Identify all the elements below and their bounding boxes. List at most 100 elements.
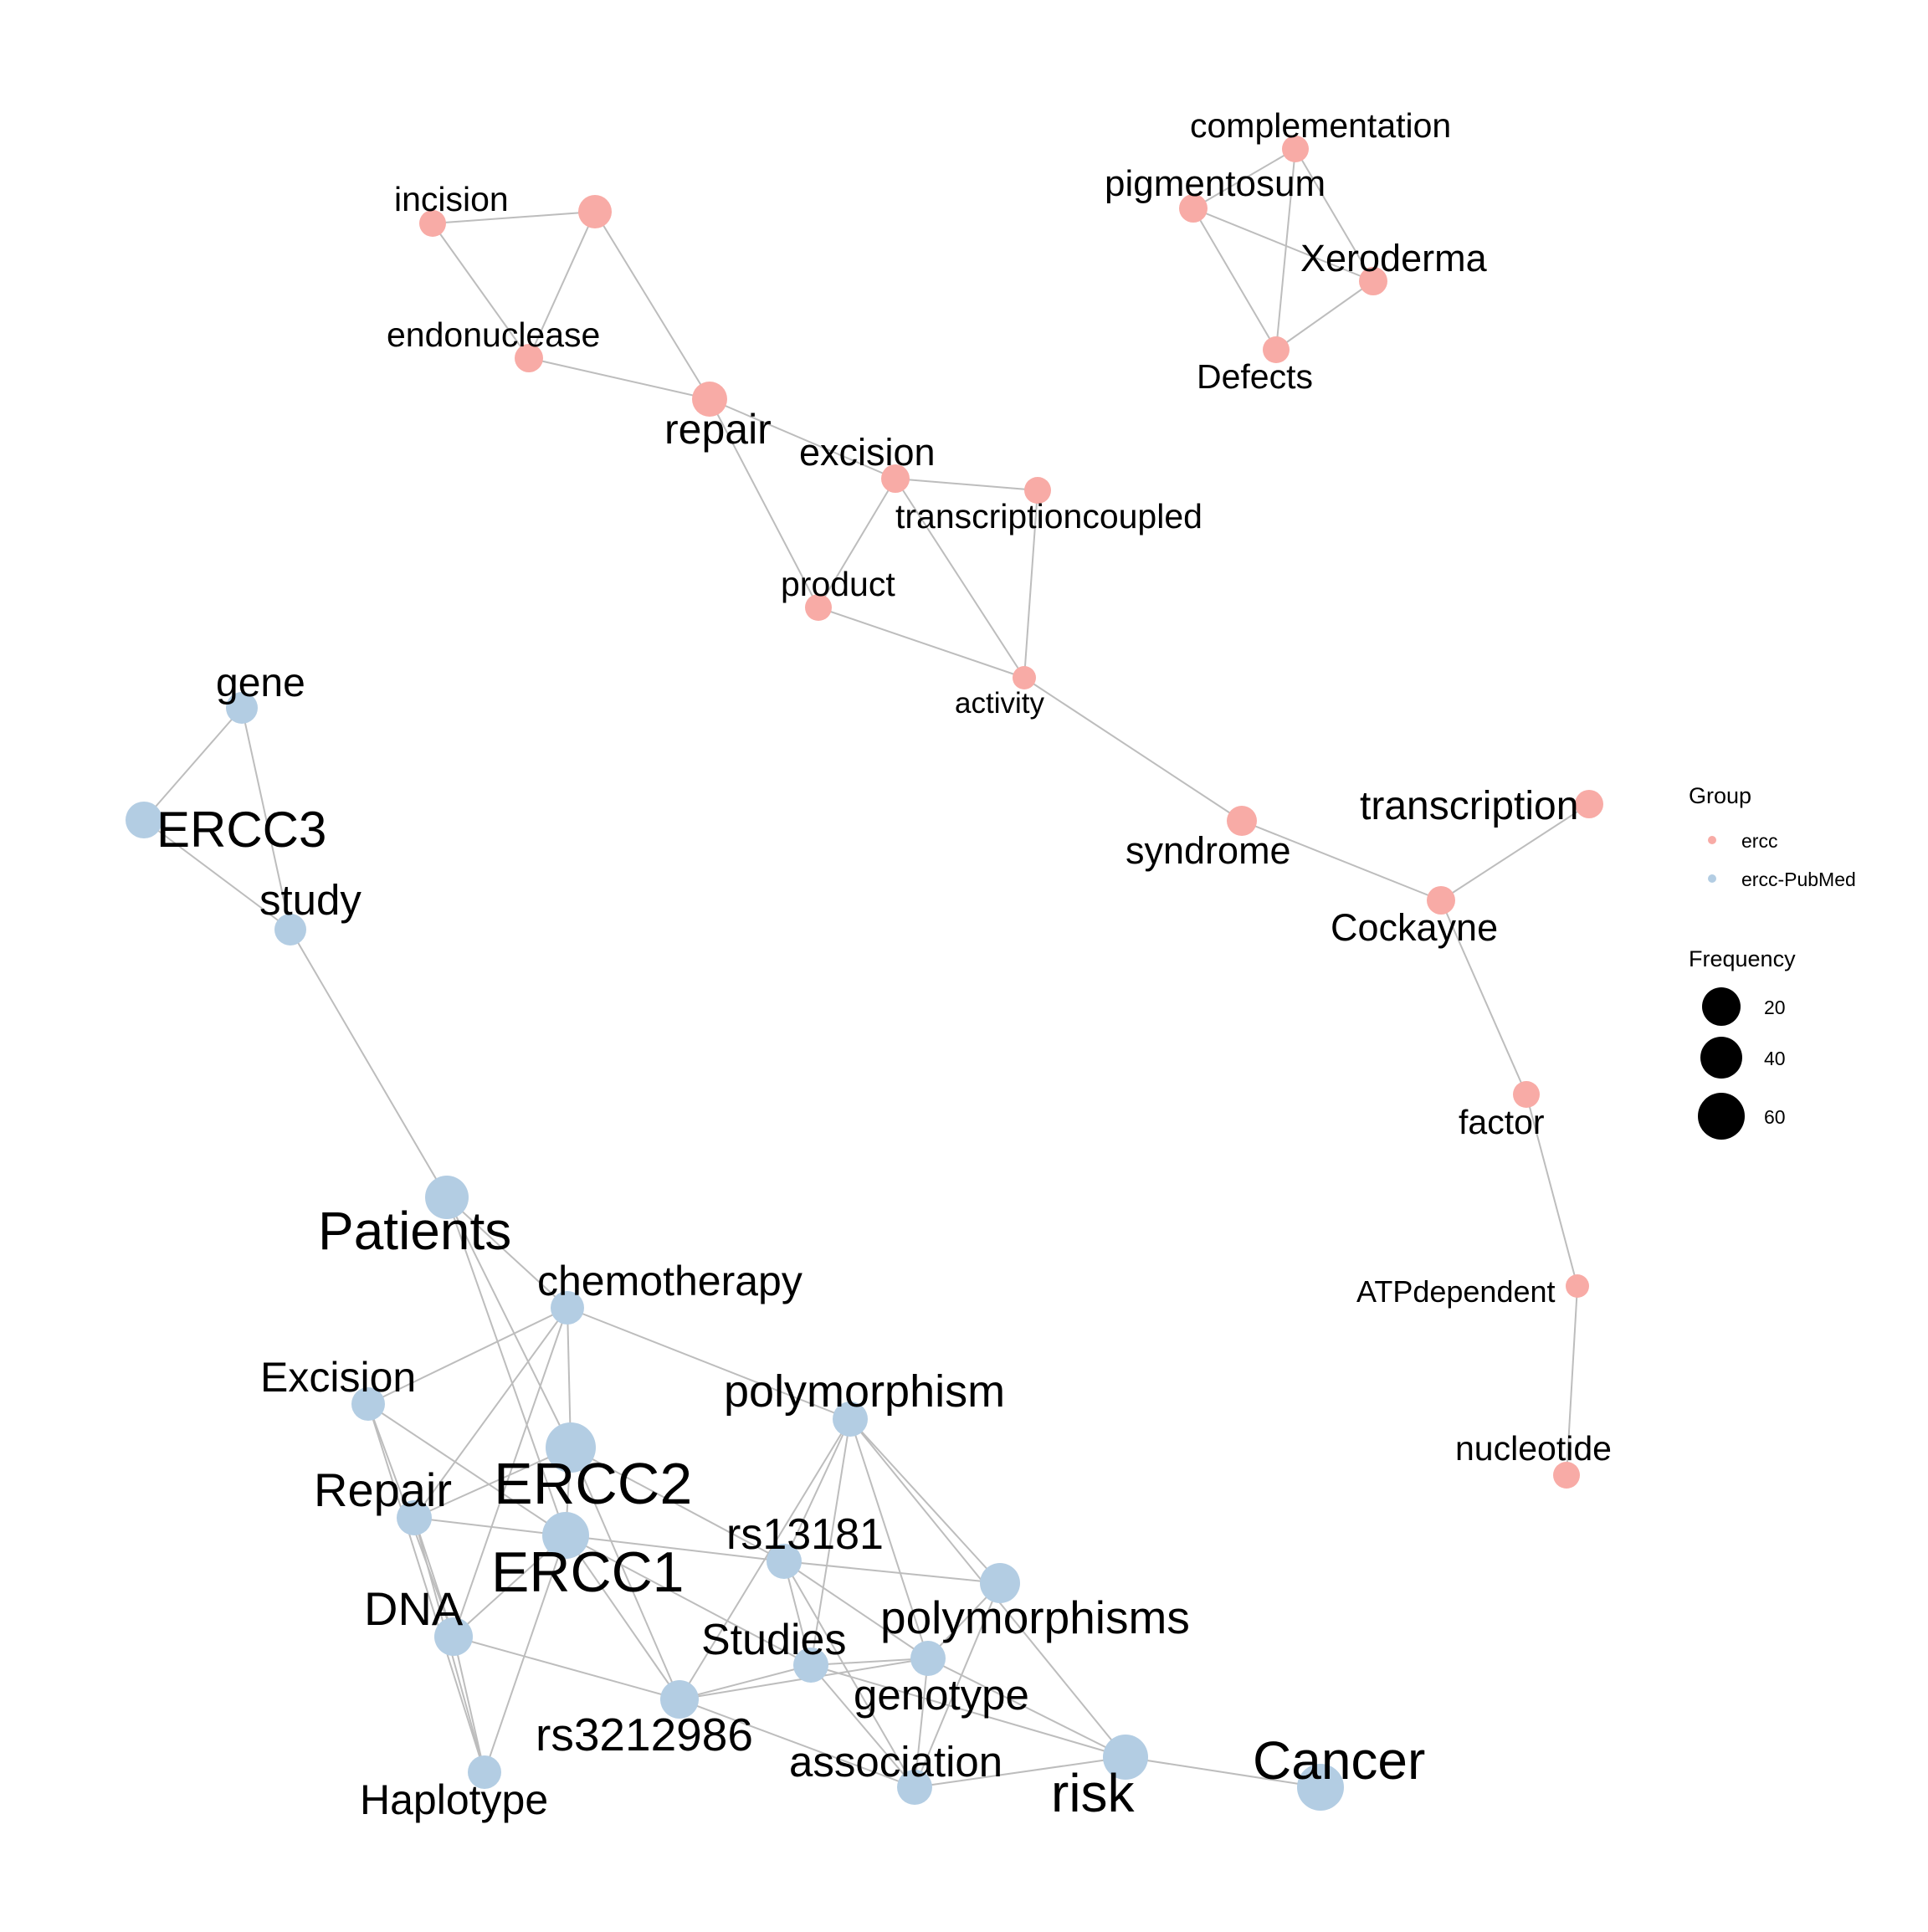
node-ercc2 [546, 1422, 596, 1473]
edge-excision-activity [895, 478, 1025, 679]
node-endonuclease [515, 344, 543, 372]
legend-frequency-title: Frequency [1689, 946, 1796, 971]
node-label-syndrome: syndrome [1126, 829, 1291, 872]
node-label-transcriptioncoupled: transcriptioncoupled [895, 497, 1202, 536]
edge-repair-product [709, 398, 819, 608]
node-patients [425, 1176, 469, 1219]
edge-chemotherapy-excision [367, 1307, 568, 1405]
node-label-atpdependent: ATPdependent [1356, 1274, 1556, 1309]
node-label-association: association [789, 1738, 1002, 1786]
node-label-endonuclease: endonuclease [387, 315, 600, 354]
edge-excision-ercc1 [367, 1403, 567, 1536]
edge-studies-genotype [810, 1658, 929, 1666]
edge-complementation-defects [1275, 148, 1296, 351]
edge-excision-transcriptioncoupled [895, 478, 1038, 491]
edge-gene-ercc3 [143, 707, 243, 821]
edge-pigmentosum-defects [1192, 208, 1277, 351]
node-polymorphism [833, 1402, 868, 1437]
node-label-cancer: Cancer [1253, 1730, 1425, 1791]
edge-ercc3-study [143, 819, 291, 930]
edge-repair-dna [413, 1517, 454, 1637]
edge-atpdependent-nucleotide [1566, 1285, 1578, 1476]
node-label-studies: Studies [701, 1616, 846, 1664]
node-label-ercc3: ERCC3 [156, 802, 326, 858]
legend-frequency-60-marker [1698, 1093, 1745, 1140]
node-label-defects: Defects [1197, 357, 1313, 396]
edge-polymorphism-polymorphisms [849, 1418, 1001, 1584]
node-atpdependent [1566, 1274, 1589, 1298]
node-study [274, 914, 306, 946]
edge-ercc2-rs13181 [570, 1447, 785, 1562]
node-risk [1103, 1735, 1148, 1780]
edge-cockayne-factor [1440, 899, 1527, 1095]
edge-rs13181-polymorphism [783, 1418, 851, 1562]
edge-polymorphism-genotype [849, 1418, 929, 1659]
edge-ercc1-dna [453, 1535, 567, 1637]
node-pigmentosum [1179, 194, 1208, 223]
node-activity [1013, 666, 1036, 689]
node-rs3212986 [660, 1680, 699, 1719]
node-label-repair: repair [664, 406, 772, 453]
legend-ercc-pubmed-marker [1708, 874, 1716, 883]
node-label-factor: factor [1459, 1103, 1545, 1141]
legend-frequency-40-label: 40 [1764, 1048, 1786, 1069]
node-label-ercc1: ERCC1 [491, 1540, 685, 1604]
edge-pigmentosum-xeroderma [1192, 208, 1374, 282]
node-repair [692, 382, 727, 417]
node-transcriptioncoupled [1024, 477, 1051, 504]
edge-association-risk [914, 1756, 1126, 1788]
node-genotype [910, 1641, 946, 1676]
edge-repair-rs13181 [413, 1517, 785, 1562]
node-label-nucleotide: nucleotide [1455, 1429, 1612, 1468]
node-ercc3 [126, 802, 162, 838]
node-label-haplotype: Haplotype [360, 1776, 548, 1823]
edge-dna-haplotype [453, 1636, 485, 1773]
edge-syndrome-cockayne [1241, 820, 1442, 901]
node-label-repair: Repair [314, 1463, 452, 1516]
edge-complementation-xeroderma [1295, 148, 1374, 282]
edge-incision-endonuclease [432, 223, 530, 359]
edge-repair-excision [709, 398, 896, 479]
edge-ercc1-rs3212986 [565, 1535, 680, 1700]
edge-patients-chemotherapy [446, 1197, 568, 1309]
node-dna [434, 1617, 473, 1656]
edge-study-patients [290, 929, 448, 1198]
node-label-genotype: genotype [854, 1671, 1029, 1719]
edge-polymorphism-rs3212986 [679, 1418, 851, 1700]
legend-ercc-marker [1708, 836, 1716, 844]
node-incision [419, 210, 446, 237]
edge-rs13181-studies [783, 1560, 812, 1666]
edge-patients-ercc2 [446, 1197, 572, 1448]
node-studies [793, 1648, 828, 1683]
node-label-patients: Patients [318, 1201, 511, 1261]
edge-excision-product [818, 478, 896, 608]
node-chemotherapy [551, 1291, 584, 1325]
node-nucleotide [1553, 1462, 1580, 1489]
node-product [805, 594, 832, 621]
legend-frequency-20-label: 20 [1764, 997, 1786, 1018]
edge-incision-unlabeled [432, 211, 596, 224]
edge-product-activity [818, 607, 1025, 679]
node-label-activity: activity [955, 687, 1044, 720]
node-label-study: study [259, 876, 362, 924]
node-excision [881, 464, 910, 493]
node-label-rs13181: rs13181 [726, 1510, 884, 1559]
node-polymorphisms [980, 1563, 1020, 1603]
node-excision [351, 1387, 385, 1421]
label-layer: complementation pigmentosum Xeroderma Defec… [156, 106, 1612, 1823]
edge-transcription-cockayne [1440, 803, 1590, 901]
node-label-product: product [781, 565, 895, 603]
edge-polymorphisms-association [914, 1582, 1001, 1788]
node-label-dna: DNA [364, 1582, 464, 1635]
node-label-xeroderma: Xeroderma [1300, 237, 1488, 279]
edge-genotype-risk [927, 1658, 1126, 1758]
node-label-excision: excision [799, 431, 936, 474]
edge-patients-ercc1 [446, 1197, 567, 1536]
node-association [897, 1770, 932, 1805]
edge-chemotherapy-dna [453, 1307, 568, 1637]
edge-repair-ercc2 [413, 1447, 572, 1519]
edge-rs13181-genotype [783, 1560, 929, 1659]
node-gene [226, 692, 258, 724]
